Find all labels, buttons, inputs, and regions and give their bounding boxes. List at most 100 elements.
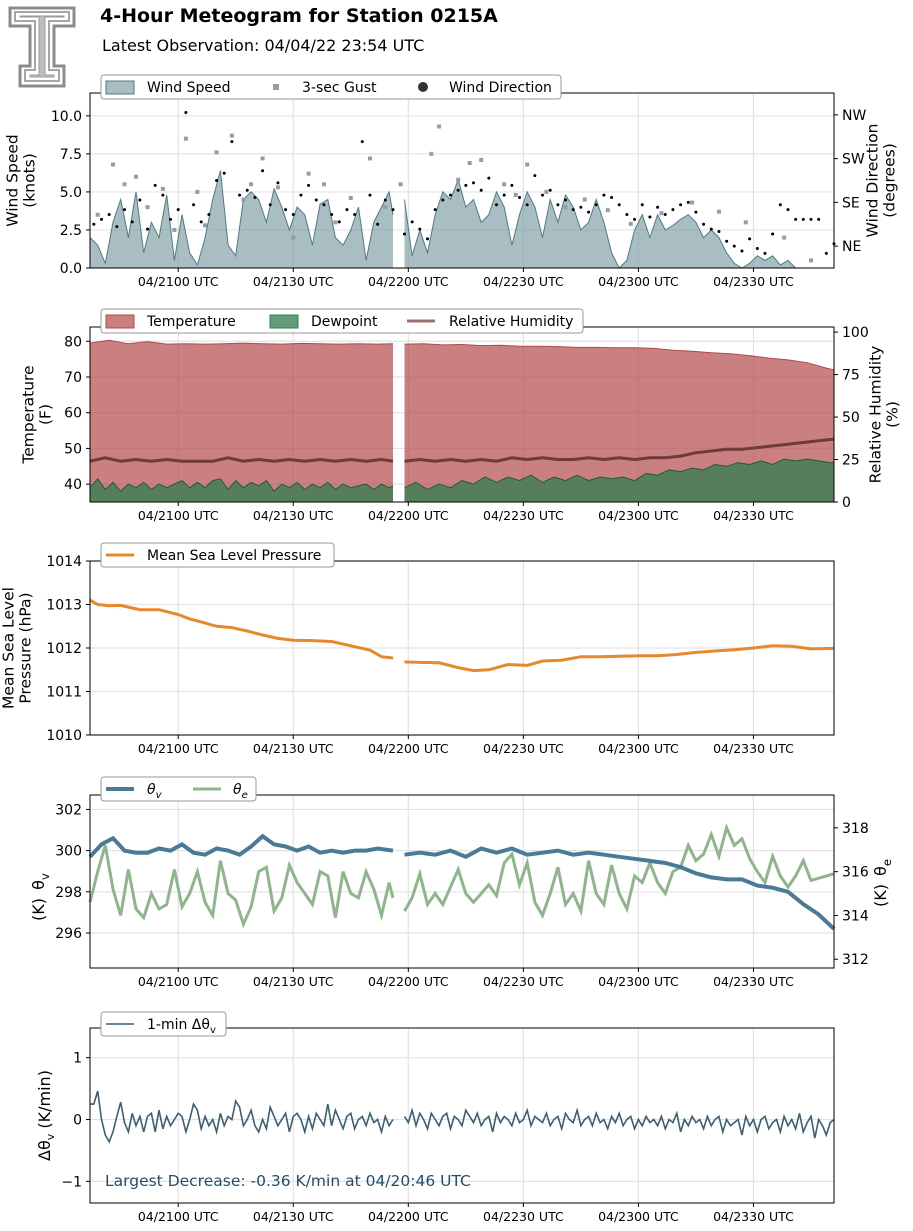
wind-direction-point (391, 208, 395, 212)
wind-direction-point (564, 198, 568, 202)
pressure-line (404, 644, 835, 673)
x-tick-label: 04/2300 UTC (598, 508, 679, 523)
wind-direction-point (353, 213, 357, 217)
x-tick-label: 04/2100 UTC (138, 974, 219, 989)
gust-point (348, 196, 353, 200)
legend-label: Temperature (146, 314, 236, 330)
gust-point (291, 235, 296, 240)
wind-direction-point (663, 213, 667, 217)
x-tick-label: 04/2230 UTC (483, 274, 564, 289)
theta-v-line (88, 833, 394, 859)
y-tick-label: 0 (73, 1113, 82, 1129)
wind-direction-point (686, 200, 690, 204)
gust-point (229, 133, 234, 138)
wind-direction-point (199, 220, 203, 224)
gust-point (659, 211, 664, 216)
x-tick-label: 04/2130 UTC (253, 508, 334, 523)
dtheta-panel: 04/2100 UTC 04/2130 UTC 04/2200 UTC 04/2230… (35, 1011, 835, 1224)
wind-direction-point (130, 220, 134, 224)
y2-tick-label: 25 (842, 453, 860, 469)
gust-point (398, 182, 403, 187)
gust-point (111, 162, 116, 167)
temperature-line (404, 343, 835, 371)
wind-direction-point (817, 217, 821, 221)
gust-point (513, 192, 518, 197)
gust-point (628, 221, 633, 226)
theta-v-line (404, 846, 836, 931)
gust-point (605, 208, 610, 213)
wind-direction-point (138, 198, 142, 202)
y2-axis-label: Wind Direction (864, 124, 882, 238)
temperature-area (404, 343, 834, 502)
wind-direction-point (146, 227, 150, 231)
y2-tick-label: SE (842, 195, 860, 211)
wind-direction-point (299, 193, 303, 197)
x-tick-label: 04/2300 UTC (598, 274, 679, 289)
legend-label: Wind Direction (449, 80, 552, 96)
wind-direction-point (123, 208, 127, 212)
wind-direction-point (238, 193, 242, 197)
wind-direction-point (755, 247, 759, 251)
x-tick-label: 04/2100 UTC (138, 274, 219, 289)
y-tick-label: 1012 (46, 641, 82, 657)
dewpoint-line (89, 477, 394, 493)
legend-label: 1-min Δθv (147, 1017, 216, 1036)
legend-label: Mean Sea Level Pressure (147, 548, 321, 564)
wind-direction-point (291, 213, 295, 217)
legend-label: 3-sec Gust (302, 80, 377, 96)
legend-label: θe (233, 782, 248, 801)
x-tick-label: 04/2130 UTC (253, 974, 334, 989)
legend-swatch (273, 84, 279, 90)
x-tick-label: 04/2130 UTC (253, 741, 334, 756)
gust-point (321, 182, 326, 187)
y-axis-label: (knots) (21, 153, 39, 208)
y-tick-label: 10.0 (51, 109, 82, 125)
y2-tick-label: 50 (842, 410, 860, 426)
gust-point (306, 171, 311, 176)
y-tick-label: 1013 (46, 598, 82, 614)
y-axis-label: Wind Speed (4, 134, 22, 226)
gust-point (241, 197, 246, 202)
gust-point (367, 156, 372, 161)
gust-point (782, 235, 787, 240)
gust-point (122, 182, 127, 187)
wind-direction-point (222, 171, 226, 175)
gust-point (436, 124, 441, 129)
y-axis-label: (F) (37, 404, 55, 425)
wind-direction-point (694, 210, 698, 214)
y2-tick-label: NE (842, 239, 861, 255)
wind-direction-point (541, 193, 545, 197)
wind-direction-point (184, 110, 188, 114)
gust-point (95, 212, 100, 217)
wind-direction-point (794, 217, 798, 221)
gust-point (544, 189, 549, 194)
y-tick-label: 60 (64, 406, 82, 422)
wind-direction-point (169, 217, 173, 221)
y-axis-label: Pressure (hPa) (17, 592, 35, 703)
y-tick-label: 1 (73, 1051, 82, 1067)
legend-label: Relative Humidity (449, 314, 573, 330)
gust-point (275, 185, 280, 190)
wind-direction-point (479, 188, 483, 192)
y-tick-label: 302 (55, 802, 82, 818)
gust-point (260, 156, 265, 161)
legend-label: Wind Speed (147, 80, 231, 96)
wind-direction-point (633, 217, 637, 221)
wind-direction-point (610, 196, 614, 200)
legend-swatch (105, 80, 135, 95)
page-title: 4-Hour Meteogram for Station 0215A (100, 5, 498, 27)
wind-direction-point (448, 193, 452, 197)
wind-direction-point (533, 174, 537, 178)
wind-direction-point (801, 217, 805, 221)
x-tick-label: 04/2330 UTC (713, 274, 794, 289)
wind-direction-point (161, 193, 165, 197)
wind-direction-point (579, 205, 583, 209)
x-tick-label: 04/2100 UTC (138, 1209, 219, 1224)
wind-direction-point (410, 220, 414, 224)
wind-direction-point (809, 217, 813, 221)
y2-axis-label: (degrees) (881, 143, 899, 218)
legend-box (100, 542, 335, 568)
largest-decrease-annotation: Largest Decrease: -0.36 K/min at 04/20:4… (105, 1172, 471, 1190)
wind-direction-point (679, 203, 683, 207)
